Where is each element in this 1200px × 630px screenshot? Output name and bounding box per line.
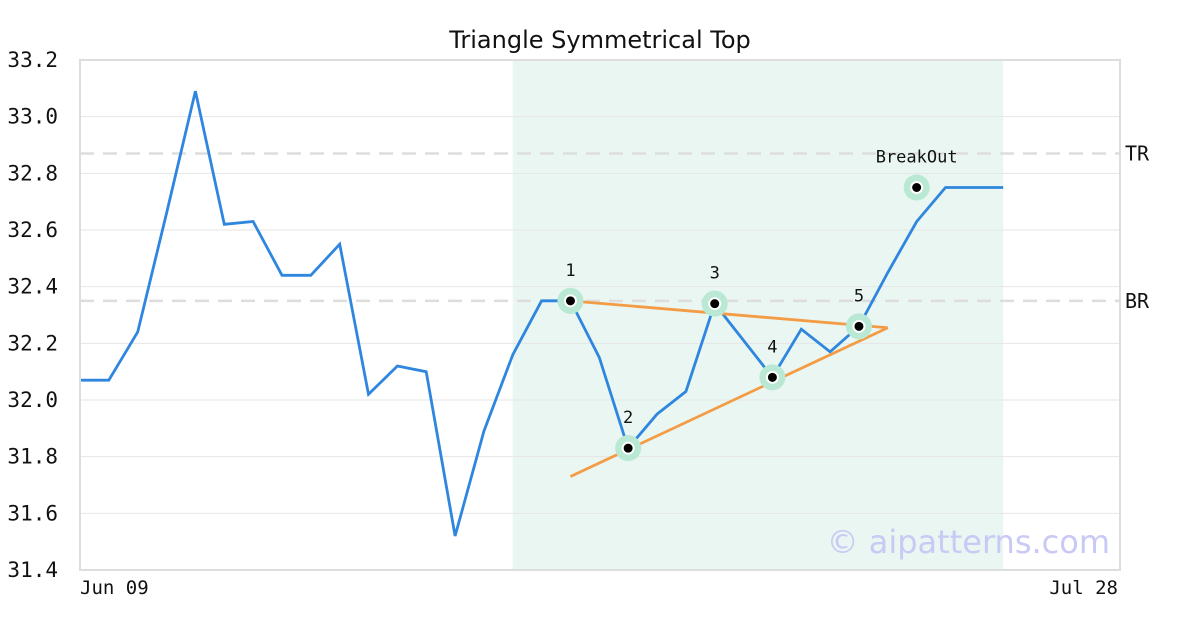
x-tick-label: Jun 09 (80, 577, 149, 599)
y-tick-label: 31.6 (7, 501, 58, 525)
x-tick-label: Jul 28 (1049, 577, 1118, 599)
y-tick-label: 31.4 (7, 558, 58, 582)
y-tick-label: 32.2 (7, 331, 58, 355)
point-marker-1 (563, 294, 577, 308)
point-label-2: 2 (623, 408, 633, 428)
y-tick-label: 32.6 (7, 218, 58, 242)
chart-title: Triangle Symmetrical Top (448, 26, 751, 54)
y-tick-label: 32.8 (7, 161, 58, 185)
point-marker-4 (765, 370, 779, 384)
point-label-breakout: BreakOut (876, 148, 958, 168)
point-marker-5 (852, 319, 866, 333)
y-tick-label: 33.2 (7, 48, 58, 72)
point-label-5: 5 (854, 286, 864, 306)
y-tick-label: 33.0 (7, 105, 58, 129)
plot-frame (79, 59, 1121, 571)
upper-trendline (570, 299, 888, 330)
point-label-4: 4 (767, 337, 777, 357)
point-marker-3 (708, 297, 722, 311)
point-marker-2 (621, 441, 635, 455)
watermark: © aipatterns.com (827, 523, 1110, 561)
y-tick-label: 31.8 (7, 445, 58, 469)
point-label-3: 3 (710, 264, 720, 284)
y-tick-label: 32.4 (7, 275, 58, 299)
pattern-region (512, 60, 1004, 570)
point-marker-breakout (910, 181, 924, 194)
level-label-br: BR (1125, 289, 1150, 313)
level-label-tr: TR (1125, 142, 1150, 166)
point-label-1: 1 (565, 261, 575, 281)
y-tick-label: 32.0 (7, 388, 58, 412)
